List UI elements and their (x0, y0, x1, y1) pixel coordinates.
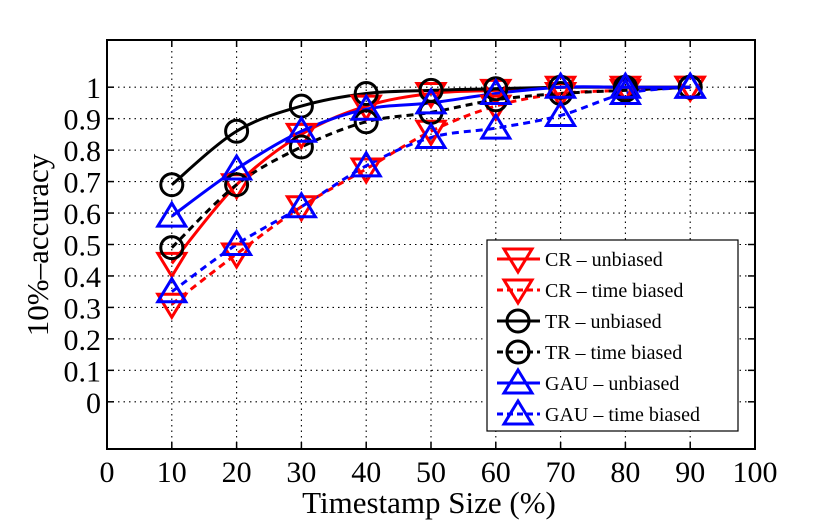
data-point-tr-time-biased (159, 235, 185, 261)
x-tick-label: 0 (100, 456, 115, 489)
legend-marker-gau-unbiased (501, 367, 535, 395)
legend-marker-tr-time-biased (505, 339, 531, 365)
data-point-cr-unbiased (414, 81, 448, 110)
x-tick-label: 90 (675, 456, 705, 489)
data-point-gau-time-biased (414, 121, 448, 150)
data-point-gau-time-biased (155, 275, 189, 304)
x-tick-label: 60 (481, 456, 511, 489)
data-point-gau-unbiased (155, 200, 189, 228)
legend-marker-gau-time-biased (501, 398, 535, 426)
data-point-gau-unbiased (414, 87, 448, 115)
x-tick-label: 10 (157, 456, 187, 489)
legend-label-cr-time-biased: CR – time biased (545, 280, 683, 302)
x-tick-label: 80 (610, 456, 640, 489)
legend-label-cr-unbiased: CR – unbiased (545, 249, 663, 271)
legend: CR – unbiased CR – time biased TR – unbias… (486, 239, 739, 432)
data-point-gau-time-biased (673, 71, 707, 99)
y-tick-label: 0.8 (64, 135, 102, 168)
y-tick-label: 0.4 (64, 261, 102, 294)
data-point-gau-time-biased (543, 99, 578, 128)
data-point-tr-time-biased (353, 109, 379, 135)
legend-label-tr-time-biased: TR – time biased (545, 342, 682, 364)
legend-marker-cr-time-biased (501, 278, 535, 306)
data-point-cr-time-biased (284, 195, 319, 223)
data-point-tr-unbiased (224, 118, 250, 144)
data-point-gau-time-biased (608, 77, 643, 105)
legend-marker-cr-unbiased (501, 247, 535, 275)
series-markers (155, 71, 707, 321)
data-point-cr-time-biased (349, 157, 383, 185)
y-tick-label: 0.6 (64, 198, 102, 231)
data-point-gau-unbiased (479, 77, 513, 105)
y-tick-label: 0.2 (64, 324, 102, 357)
data-point-cr-time-biased (155, 292, 189, 321)
data-point-gau-time-biased (349, 149, 383, 178)
x-axis-label: Timestamp Size (%) (302, 485, 556, 520)
axis-ticks: 0 10 20 30 40 50 60 70 80 90 10000.10.20.30.40.50.… (64, 40, 778, 489)
y-axis-label: 10%–accuracy (20, 153, 55, 336)
legend-marker-tr-unbiased (505, 308, 531, 334)
y-tick-label: 0.1 (64, 355, 102, 388)
x-tick-label: 20 (222, 456, 252, 489)
x-tick-label: 50 (416, 456, 446, 489)
legend-label-gau-time-biased: GAU – time biased (545, 404, 700, 426)
y-tick-label: 1 (86, 72, 101, 105)
y-tick-label: 0.5 (64, 230, 102, 263)
data-point-gau-unbiased (284, 115, 319, 143)
data-point-cr-unbiased (284, 122, 319, 151)
data-point-gau-unbiased (543, 71, 578, 99)
data-point-gau-unbiased (219, 153, 254, 181)
series-line-gau-time-biased (170, 85, 691, 293)
x-tick-label: 70 (546, 456, 576, 489)
y-tick-label: 0.3 (64, 292, 102, 325)
y-tick-label: 0.7 (64, 167, 102, 200)
y-tick-label: 0 (86, 387, 101, 420)
data-point-gau-time-biased (284, 190, 319, 219)
data-point-cr-time-biased (414, 119, 448, 148)
data-point-tr-time-biased (288, 134, 314, 160)
data-point-gau-time-biased (219, 228, 254, 256)
y-tick-label: 0.9 (64, 104, 102, 137)
x-tick-label: 30 (286, 456, 316, 489)
x-tick-label: 40 (351, 456, 381, 489)
data-point-cr-unbiased (155, 251, 189, 280)
series-line-gau-unbiased (170, 85, 691, 218)
legend-label-gau-unbiased: GAU – unbiased (545, 373, 679, 395)
data-point-gau-unbiased (349, 93, 383, 121)
legend-label-tr-unbiased: TR – unbiased (545, 311, 662, 333)
data-point-gau-unbiased (608, 71, 643, 99)
data-point-tr-time-biased (224, 172, 250, 198)
legend-box (486, 239, 739, 432)
x-tick-label: 100 (733, 456, 778, 489)
data-point-tr-unbiased (353, 80, 379, 106)
data-point-tr-unbiased (159, 172, 185, 198)
data-point-gau-time-biased (479, 112, 513, 140)
